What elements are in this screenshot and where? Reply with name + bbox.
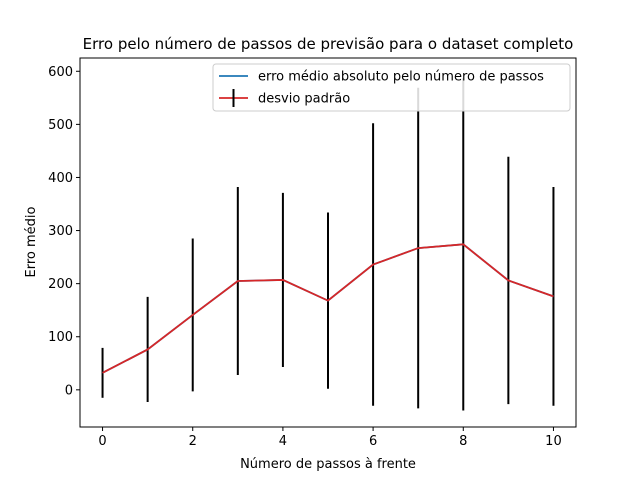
x-tick-label: 10 <box>545 434 562 449</box>
y-axis: 0 100 200 300 400 500 600 <box>48 65 80 399</box>
x-tick-label: 0 <box>98 434 106 449</box>
chart-title: Erro pelo número de passos de previsão p… <box>83 35 574 53</box>
y-tick-label: 600 <box>48 65 73 80</box>
x-axis: 0 2 4 6 8 10 <box>98 427 561 449</box>
x-tick-label: 4 <box>279 434 287 449</box>
y-tick-label: 100 <box>48 330 73 345</box>
legend: erro médio absoluto pelo número de passo… <box>213 64 570 111</box>
legend-label-desvio-padrao: desvio padrão <box>258 92 350 107</box>
y-tick-label: 300 <box>48 224 73 239</box>
legend-label-erro-medio: erro médio absoluto pelo número de passo… <box>258 70 544 85</box>
y-tick-label: 200 <box>48 277 73 292</box>
y-tick-label: 0 <box>65 383 73 398</box>
errorbars <box>103 78 554 410</box>
y-axis-label: Erro médio <box>24 206 39 277</box>
x-tick-label: 2 <box>189 434 197 449</box>
y-tick-label: 500 <box>48 118 73 133</box>
x-tick-label: 8 <box>459 434 467 449</box>
x-tick-label: 6 <box>369 434 377 449</box>
x-axis-label: Número de passos à frente <box>240 457 416 472</box>
y-tick-label: 400 <box>48 171 73 186</box>
